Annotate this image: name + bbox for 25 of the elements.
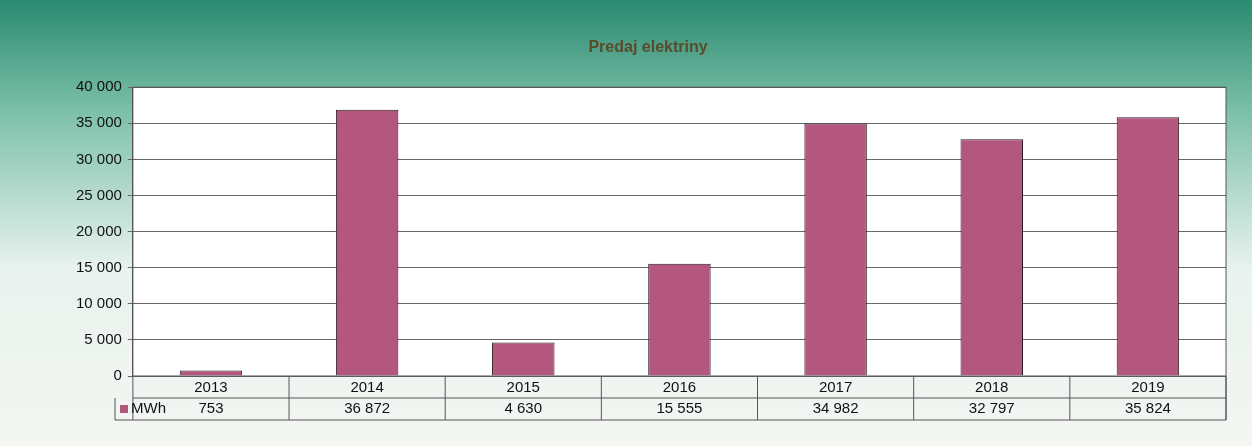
y-tick-label: 10 000 bbox=[75, 293, 122, 311]
y-tick-label: 40 000 bbox=[75, 77, 122, 95]
text: 36 872 bbox=[344, 399, 391, 417]
x-tick-label: 2018 bbox=[975, 378, 1009, 396]
chart-title: Predaj elektriny bbox=[588, 38, 708, 56]
y-tick-label: 5 000 bbox=[84, 330, 122, 348]
y-tick-label: 35 000 bbox=[75, 113, 122, 131]
y-tick-label: 25 000 bbox=[75, 185, 122, 203]
text: 32 797 bbox=[968, 399, 1015, 417]
x-tick-label: 2016 bbox=[662, 378, 697, 396]
x-tick-label: 2017 bbox=[818, 378, 853, 396]
y-tick-label: 0 bbox=[113, 366, 122, 384]
text: 4 630 bbox=[504, 399, 543, 417]
x-tick-label: 2019 bbox=[1131, 378, 1165, 396]
x-tick-label: 2014 bbox=[350, 378, 384, 396]
legend-label: MWh bbox=[131, 399, 166, 417]
text: 753 bbox=[198, 399, 224, 417]
y-tick-label: 15 000 bbox=[75, 257, 122, 275]
text: 15 555 bbox=[656, 399, 703, 417]
text: 34 982 bbox=[812, 399, 859, 417]
x-tick-label: 2013 bbox=[194, 378, 228, 396]
y-tick-label: 20 000 bbox=[75, 221, 122, 239]
text: 35 824 bbox=[1124, 399, 1171, 417]
x-tick-label: 2015 bbox=[506, 378, 540, 396]
y-tick-label: 30 000 bbox=[75, 149, 122, 167]
